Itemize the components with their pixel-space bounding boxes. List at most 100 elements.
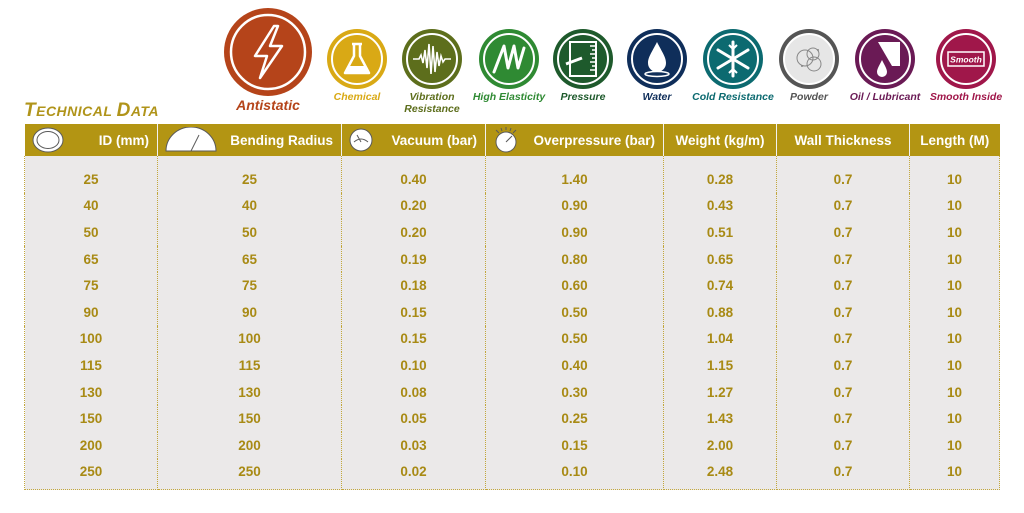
table-row: 150 150 0.05 0.25 1.43 0.7 10	[24, 405, 1000, 432]
table-cell: 75	[157, 272, 342, 299]
title-word: ECHNICAL	[36, 103, 113, 119]
table-cell: 10	[909, 272, 1000, 299]
column-header-label: ID (mm)	[98, 132, 149, 148]
feature-powder: Powder	[776, 28, 842, 103]
table-cell: 0.90	[485, 219, 664, 246]
table-cell: 10	[909, 192, 1000, 220]
feature-label-text: Vibration Resistance	[404, 91, 460, 115]
feature-elasticity: High Elasticity	[468, 28, 550, 103]
feature-smooth: Smooth Smooth Inside	[926, 28, 1006, 103]
spring-icon	[479, 29, 539, 89]
table-row: 50 50 0.20 0.90 0.51 0.7 10	[24, 219, 1000, 246]
table-cell: 40	[157, 192, 342, 220]
title-word: ATA	[130, 103, 160, 119]
table-cell: 50	[24, 219, 158, 246]
table-cell: 40	[24, 192, 158, 220]
table-cell: 0.25	[485, 405, 664, 432]
overpressure-gauge-icon	[495, 127, 517, 153]
title-initial: T	[24, 100, 37, 121]
table-cell: 90	[157, 298, 342, 326]
table-cell: 75	[24, 272, 158, 299]
table-cell: 115	[157, 352, 342, 379]
table-cell: 100	[157, 325, 342, 353]
feature-label: Cold Resistance	[692, 91, 774, 103]
column-header-length: Length (M)	[909, 124, 1000, 156]
table-cell: 10	[909, 219, 1000, 246]
table-cell: 2.00	[663, 431, 777, 459]
table-cell: 0.7	[776, 272, 910, 299]
table-cell: 0.28	[663, 156, 777, 193]
feature-label: Pressure	[560, 91, 606, 103]
feature-label: Antistatic	[236, 97, 300, 113]
table-cell: 0.15	[341, 298, 486, 326]
table-cell: 1.15	[663, 352, 777, 379]
column-header-weight: Weight (kg/m)	[663, 124, 777, 156]
table-cell: 10	[909, 458, 1000, 491]
table-cell: 200	[24, 431, 158, 459]
table-cell: 1.27	[663, 378, 777, 406]
table-cell: 0.7	[776, 156, 910, 193]
lightning-bolt-icon	[224, 8, 312, 96]
table-cell: 150	[24, 405, 158, 432]
table-cell: 0.60	[485, 272, 664, 299]
waveform-icon	[402, 29, 462, 89]
table-cell: 0.7	[776, 192, 910, 220]
table-cell: 150	[157, 405, 342, 432]
table-cell: 50	[157, 219, 342, 246]
table-cell: 0.80	[485, 245, 664, 273]
table-row: 90 90 0.15 0.50 0.88 0.7 10	[24, 298, 1000, 326]
table-cell: 10	[909, 352, 1000, 379]
feature-pressure: Pressure	[550, 28, 616, 103]
table-row: 130 130 0.08 0.30 1.27 0.7 10	[24, 378, 1000, 406]
table-cell: 0.7	[776, 405, 910, 432]
table-cell: 2.48	[663, 458, 777, 491]
feature-label: Water	[642, 91, 672, 103]
table-cell: 0.88	[663, 298, 777, 326]
table-header-row: ID (mm) Bending Radius	[24, 124, 1000, 156]
smooth-icon-text: Smooth	[950, 55, 982, 65]
column-header-label: Bending Radius	[230, 132, 333, 148]
water-drop-icon	[627, 29, 687, 89]
table-cell: 130	[24, 378, 158, 406]
table-cell: 0.7	[776, 245, 910, 273]
table-cell: 90	[24, 298, 158, 326]
title-initial: D	[116, 100, 131, 121]
table-cell: 1.04	[663, 325, 777, 353]
table-row: 200 200 0.03 0.15 2.00 0.7 10	[24, 431, 1000, 459]
table-cell: 10	[909, 245, 1000, 273]
page-title: TECHNICAL DATA	[24, 100, 159, 122]
oil-drop-icon	[855, 29, 915, 89]
table-cell: 0.7	[776, 378, 910, 406]
table-cell: 0.74	[663, 272, 777, 299]
column-header-label: Weight (kg/m)	[675, 132, 765, 148]
column-header-label: Length (M)	[920, 132, 990, 148]
column-header-bending: Bending Radius	[157, 124, 342, 156]
technical-data-table: ID (mm) Bending Radius	[24, 124, 1000, 491]
table-cell: 0.51	[663, 219, 777, 246]
flask-icon	[327, 29, 387, 89]
table-body: 25 25 0.40 1.40 0.28 0.7 10 40 40 0.20 0.90 0.43 0.7…	[24, 156, 1000, 491]
table-cell: 65	[157, 245, 342, 273]
feature-label: High Elasticity	[472, 91, 546, 103]
table-cell: 0.7	[776, 298, 910, 326]
table-cell: 10	[909, 325, 1000, 353]
table-cell: 0.18	[341, 272, 486, 299]
table-cell: 10	[909, 378, 1000, 406]
table-cell: 0.10	[341, 352, 486, 379]
table-cell: 0.50	[485, 325, 664, 353]
table-cell: 10	[909, 431, 1000, 459]
table-cell: 0.7	[776, 325, 910, 353]
feature-label: Chemical	[333, 91, 381, 103]
table-cell: 25	[157, 156, 342, 193]
table-cell: 25	[24, 156, 158, 193]
feature-label: Powder	[790, 91, 828, 103]
table-cell: 0.10	[485, 458, 664, 491]
table-cell: 0.43	[663, 192, 777, 220]
table-cell: 10	[909, 405, 1000, 432]
table-cell: 250	[157, 458, 342, 491]
table-cell: 10	[909, 298, 1000, 326]
table-cell: 130	[157, 378, 342, 406]
table-cell: 0.7	[776, 352, 910, 379]
table-cell: 0.7	[776, 431, 910, 459]
column-header-wall-thickness: Wall Thickness	[776, 124, 910, 156]
